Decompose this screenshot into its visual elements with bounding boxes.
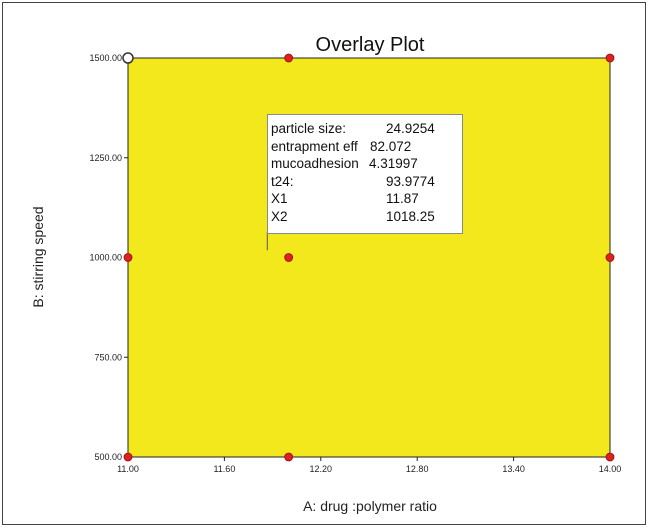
y-tick-label: 1500.00 [89,53,122,63]
design-point [605,53,615,63]
design-point [123,253,133,262]
annotation-value: 1018.25 [386,208,435,224]
x-tick-label: 12.20 [310,464,333,474]
y-tick-label: 1250.00 [89,153,122,163]
annotation-label: t24: [271,173,294,189]
annotation-value: 11.87 [386,191,419,207]
y-tick-label: 1000.00 [89,253,122,263]
annotation-value: 93.9774 [386,173,435,189]
annotation-row: t24: 93.9774 [271,173,462,191]
x-axis-label: A: drug :polymer ratio [303,498,437,514]
y-axis-label: B: stirring speed [30,206,46,307]
annotation-label: entrapment eff [271,138,358,154]
annotation-row: entrapment eff 82.072 [271,138,462,156]
design-point [605,253,615,262]
annotation-value: 82.072 [370,138,412,154]
design-point [284,452,294,462]
annotation-value: 24.9254 [386,121,435,136]
annotation-row: particle size: 24.9254 [271,120,462,138]
annotation-label: X1 [271,191,288,207]
annotation-row: mucoadhesion 4.31997 [271,155,462,173]
annotation-label: mucoadhesion [271,156,359,172]
x-tick-label: 14.00 [599,464,622,474]
x-tick-label: 11.00 [117,464,139,474]
x-tick-label: 11.60 [213,464,235,474]
annotation-row: X1 11.87 [271,190,462,208]
x-tick-label: 13.40 [502,464,525,474]
design-point [122,52,134,64]
design-point [605,452,615,462]
annotation-label: X2 [271,208,288,224]
y-tick-label: 750.00 [94,352,122,362]
design-point [284,253,294,262]
design-point [123,452,133,462]
annotation-row: X2 1018.25 [271,208,462,226]
annotation-label: particle size: [271,121,347,136]
annotation-value: 4.31997 [369,156,418,172]
y-tick-label: 500.00 [94,452,122,462]
design-point [284,53,294,63]
chart-title: Overlay Plot [316,34,425,56]
flag-annotation-box: particle size: 24.9254 entrapment eff 82… [267,114,463,234]
x-tick-label: 12.80 [406,464,429,474]
